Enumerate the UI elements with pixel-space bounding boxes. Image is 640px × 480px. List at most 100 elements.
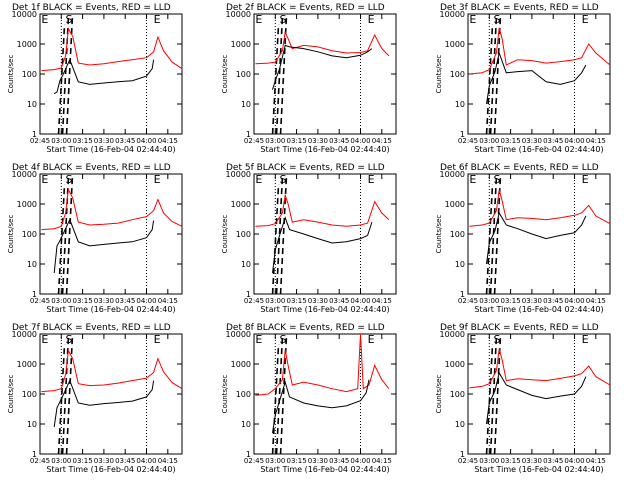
x-tick-label: 04:00 [136, 457, 156, 465]
marker-label: E [154, 333, 161, 346]
x-tick-label: 04:00 [564, 137, 584, 145]
panel-title: Det 3f BLACK = Events, RED = LLD [440, 3, 599, 13]
marker-label: S [66, 173, 73, 186]
x-tick-label: 03:15 [73, 297, 93, 305]
x-tick-label: 04:15 [158, 297, 178, 305]
y-tick-label: 10000 [12, 330, 37, 339]
x-tick-label: 03:45 [329, 457, 349, 465]
flare-interval-line [275, 333, 284, 455]
x-tick-label: 03:30 [522, 457, 542, 465]
x-tick-label: 03:00 [479, 137, 499, 145]
panel-title: Det 1f BLACK = Events, RED = LLD [12, 3, 171, 13]
y-tick-label: 10000 [226, 330, 251, 339]
x-tick-label: 03:15 [287, 137, 307, 145]
panel-title: Det 9f BLACK = Events, RED = LLD [440, 323, 599, 333]
flare-interval-line [271, 183, 280, 295]
x-axis-label: Start Time (16-Feb-04 02:44:40) [46, 145, 175, 154]
panel-title: Det 8f BLACK = Events, RED = LLD [226, 323, 385, 333]
y-tick-label: 1000 [17, 360, 37, 369]
y-axis-label: Counts/sec [7, 375, 15, 414]
x-tick-label: 03:45 [543, 457, 563, 465]
x-tick-label: 04:15 [372, 297, 392, 305]
x-axis-label: Start Time (16-Feb-04 02:44:40) [260, 305, 389, 314]
flare-interval-line [493, 333, 502, 455]
y-tick-label: 100 [236, 230, 251, 239]
marker-label: E [41, 333, 48, 346]
x-tick-label: 03:30 [94, 457, 114, 465]
x-tick-label: 03:00 [51, 137, 71, 145]
marker-label: E [368, 333, 375, 346]
x-tick-label: 03:00 [51, 457, 71, 465]
marker-label: S [66, 13, 73, 26]
x-tick-label: 03:15 [73, 137, 93, 145]
marker-label: E [582, 173, 589, 186]
series-line-lld [255, 333, 390, 396]
panel-title: Det 7f BLACK = Events, RED = LLD [12, 323, 171, 333]
y-axis-label: Counts/sec [7, 55, 15, 94]
flare-interval-line [485, 343, 494, 455]
y-tick-label: 100 [22, 70, 37, 79]
y-tick-label: 10 [27, 420, 37, 429]
series-line-events [53, 218, 155, 274]
marker-label: S [280, 13, 287, 26]
y-tick-label: 1 [32, 290, 37, 299]
marker-label: E [154, 13, 161, 26]
y-tick-label: 10 [241, 420, 251, 429]
x-tick-label: 03:30 [308, 297, 328, 305]
x-tick-label: 04:15 [158, 137, 178, 145]
x-tick-label: 04:15 [586, 137, 606, 145]
x-tick-label: 02:45 [244, 297, 264, 305]
panel-title: Det 6f BLACK = Events, RED = LLD [440, 163, 599, 173]
y-axis-label: Counts/sec [435, 55, 443, 94]
marker-label: E [582, 13, 589, 26]
x-tick-label: 03:15 [287, 457, 307, 465]
x-tick-label: 02:45 [458, 137, 478, 145]
y-tick-label: 1 [246, 450, 251, 459]
x-tick-label: 02:45 [30, 457, 50, 465]
x-tick-label: 04:00 [136, 137, 156, 145]
series-line-lld [255, 30, 390, 65]
x-tick-label: 03:45 [543, 297, 563, 305]
x-tick-label: 03:30 [94, 137, 114, 145]
y-tick-label: 1 [32, 450, 37, 459]
x-tick-label: 02:45 [30, 137, 50, 145]
y-axis-label: Counts/sec [7, 215, 15, 254]
x-tick-label: 03:30 [522, 297, 542, 305]
y-axis-label: Counts/sec [221, 55, 229, 94]
series-line-lld [255, 194, 390, 227]
y-tick-label: 10 [27, 100, 37, 109]
flare-interval-line [271, 343, 280, 455]
series-line-lld [41, 348, 183, 393]
series-line-lld [469, 27, 611, 75]
y-tick-label: 100 [22, 230, 37, 239]
marker-label: E [469, 173, 476, 186]
y-tick-label: 10000 [12, 170, 37, 179]
series-line-lld [41, 188, 183, 231]
y-tick-label: 10000 [440, 10, 465, 19]
x-axis-label: Start Time (16-Feb-04 02:44:40) [474, 465, 603, 474]
series-line-events [486, 51, 587, 105]
y-tick-label: 10 [455, 420, 465, 429]
y-tick-label: 100 [450, 70, 465, 79]
marker-label: E [368, 13, 375, 26]
x-tick-label: 03:30 [94, 297, 114, 305]
series-line-lld [469, 348, 611, 389]
x-tick-label: 04:00 [564, 457, 584, 465]
series-line-events [53, 379, 155, 427]
x-tick-label: 03:15 [501, 297, 521, 305]
x-tick-label: 03:00 [479, 457, 499, 465]
y-tick-label: 1 [246, 130, 251, 139]
x-tick-label: 04:15 [372, 137, 392, 145]
x-tick-label: 03:45 [543, 137, 563, 145]
series-line-events [53, 58, 155, 95]
flare-interval-line [275, 13, 284, 135]
y-tick-label: 1000 [445, 360, 465, 369]
marker-label: S [280, 173, 287, 186]
y-tick-label: 1000 [17, 200, 37, 209]
x-tick-label: 02:45 [458, 457, 478, 465]
x-tick-label: 04:15 [158, 457, 178, 465]
marker-label: E [154, 173, 161, 186]
x-tick-label: 02:45 [30, 297, 50, 305]
y-tick-label: 1 [460, 130, 465, 139]
